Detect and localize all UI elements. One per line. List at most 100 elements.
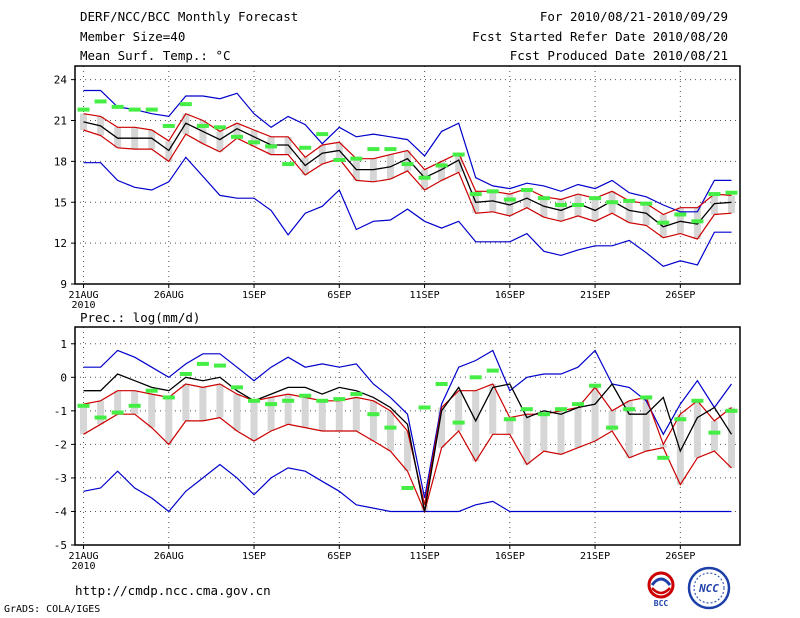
prec-spread-box: [318, 400, 326, 431]
prec-observed-marker: [554, 407, 567, 412]
prec-observed-marker: [162, 395, 175, 400]
temp-xtick-label: 26AUG: [154, 290, 184, 301]
prec-xtick-label: 21SEP: [580, 551, 610, 562]
prec-xtick-label: 21AUG: [68, 551, 98, 562]
temp-observed-marker: [520, 187, 533, 192]
prec-spread-box: [506, 417, 514, 435]
temp-xtick-label: 11SEP: [409, 290, 439, 301]
prec-observed-marker: [606, 425, 619, 430]
source-url[interactable]: http://cmdp.ncc.cma.gov.cn: [75, 583, 271, 598]
temp-observed-marker: [350, 156, 363, 161]
temp-spread-box: [148, 130, 156, 150]
prec-observed-marker: [196, 361, 209, 366]
temp-observed-marker: [77, 107, 90, 112]
prec-observed-marker: [435, 382, 448, 387]
prec-observed-marker: [452, 420, 465, 425]
ncc-logo-text: NCC: [698, 582, 719, 595]
prec-spread-box: [557, 410, 565, 455]
prec-spread-box: [250, 400, 258, 442]
prec-observed-marker: [572, 402, 585, 407]
prec-xtick-label: 26AUG: [154, 551, 184, 562]
prec-ytick-label: 0: [60, 371, 67, 384]
temp-xtick-label: 1SEP: [242, 290, 266, 301]
temp-observed-marker: [418, 175, 431, 180]
temp-observed-marker: [384, 147, 397, 152]
prec-observed-marker: [316, 398, 329, 403]
temp-spread-box: [438, 161, 446, 181]
bcc-logo-text: BCC: [654, 599, 669, 608]
temp-spread-box: [727, 195, 735, 214]
prec-observed-marker: [520, 407, 533, 412]
temp-mean-line: [83, 121, 732, 228]
temp-observed-marker: [691, 219, 704, 224]
prec-min-line: [83, 463, 732, 513]
temp-upper-line: [83, 112, 732, 216]
prec-spread-box: [540, 414, 548, 452]
prec-spread-box: [591, 387, 599, 442]
prec-max-line: [83, 349, 732, 499]
prec-spread-box: [335, 400, 343, 431]
prec-ytick-label: -1: [54, 405, 67, 418]
prec-observed-marker: [503, 417, 516, 422]
prec-spread-box: [523, 414, 531, 465]
started-date-label: Fcst Started Refer Date 2010/08/20: [472, 29, 728, 44]
temp-frame: [74, 65, 741, 285]
temp-xtick-label: 16SEP: [495, 290, 525, 301]
prec-spread-box: [455, 390, 463, 431]
temp-observed-marker: [196, 123, 209, 128]
prec-ytick-label: -2: [54, 438, 67, 451]
prec-spread-box: [404, 430, 411, 472]
prec-spread-box: [472, 390, 480, 462]
prec-xtick-label: 6SEP: [327, 551, 351, 562]
prec-observed-marker: [94, 415, 107, 420]
prec-observed-marker: [145, 388, 158, 393]
temp-spread-box: [676, 207, 684, 234]
prec-spread-box: [301, 397, 309, 428]
temp-ytick-label: 9: [60, 278, 67, 291]
prec-xtick-sublabel: 2010: [71, 561, 95, 572]
temp-ytick-label: 18: [54, 155, 67, 168]
prec-spread-box: [438, 407, 446, 448]
prec-spread-box: [165, 397, 173, 445]
prec-observed-marker: [623, 407, 636, 412]
prec-spread-box: [369, 400, 377, 442]
temp-observed-marker: [111, 104, 124, 109]
prec-mean-line: [83, 373, 733, 512]
prec-observed-marker: [640, 395, 653, 400]
prec-observed-marker: [333, 397, 346, 402]
temp-observed-marker: [316, 132, 329, 137]
prec-spread-box: [131, 390, 139, 415]
prec-spread-box: [574, 407, 582, 448]
prec-observed-marker: [657, 455, 670, 460]
temp-observed-marker: [299, 145, 312, 150]
prec-spread-box: [693, 400, 701, 458]
temp-observed-marker: [367, 147, 380, 152]
temp-observed-marker: [179, 102, 192, 107]
prec-spread-box: [608, 410, 616, 431]
temp-observed-marker: [657, 220, 670, 225]
prec-observed-marker: [350, 392, 363, 397]
prec-observed-marker: [128, 403, 141, 408]
prec-xtick-label: 26SEP: [665, 551, 695, 562]
temp-observed-marker: [145, 107, 158, 112]
variable-label: Mean Surf. Temp.: °C: [80, 48, 231, 63]
prec-xtick-label: 1SEP: [242, 551, 266, 562]
prec-spread-box: [352, 397, 360, 431]
temp-observed-marker: [554, 202, 567, 207]
temp-xtick-sublabel: 2010: [71, 300, 95, 311]
prec-lower-line: [83, 413, 732, 514]
prec-xtick-label: 11SEP: [409, 551, 439, 562]
member-size-label: Member Size=40: [80, 29, 186, 44]
prec-observed-marker: [367, 412, 380, 417]
chart-title: DERF/NCC/BCC Monthly Forecast: [80, 9, 299, 24]
temp-spread-box: [421, 169, 429, 190]
temp-lower-line: [83, 129, 732, 240]
prec-xtick-label: 16SEP: [495, 551, 525, 562]
prec-observed-marker: [265, 402, 278, 407]
prec-observed-marker: [248, 398, 261, 403]
temp-ytick-label: 24: [54, 74, 68, 87]
temp-spread-box: [455, 153, 463, 173]
prec-spread-box: [233, 394, 241, 431]
temp-xtick-label: 21AUG: [68, 290, 98, 301]
